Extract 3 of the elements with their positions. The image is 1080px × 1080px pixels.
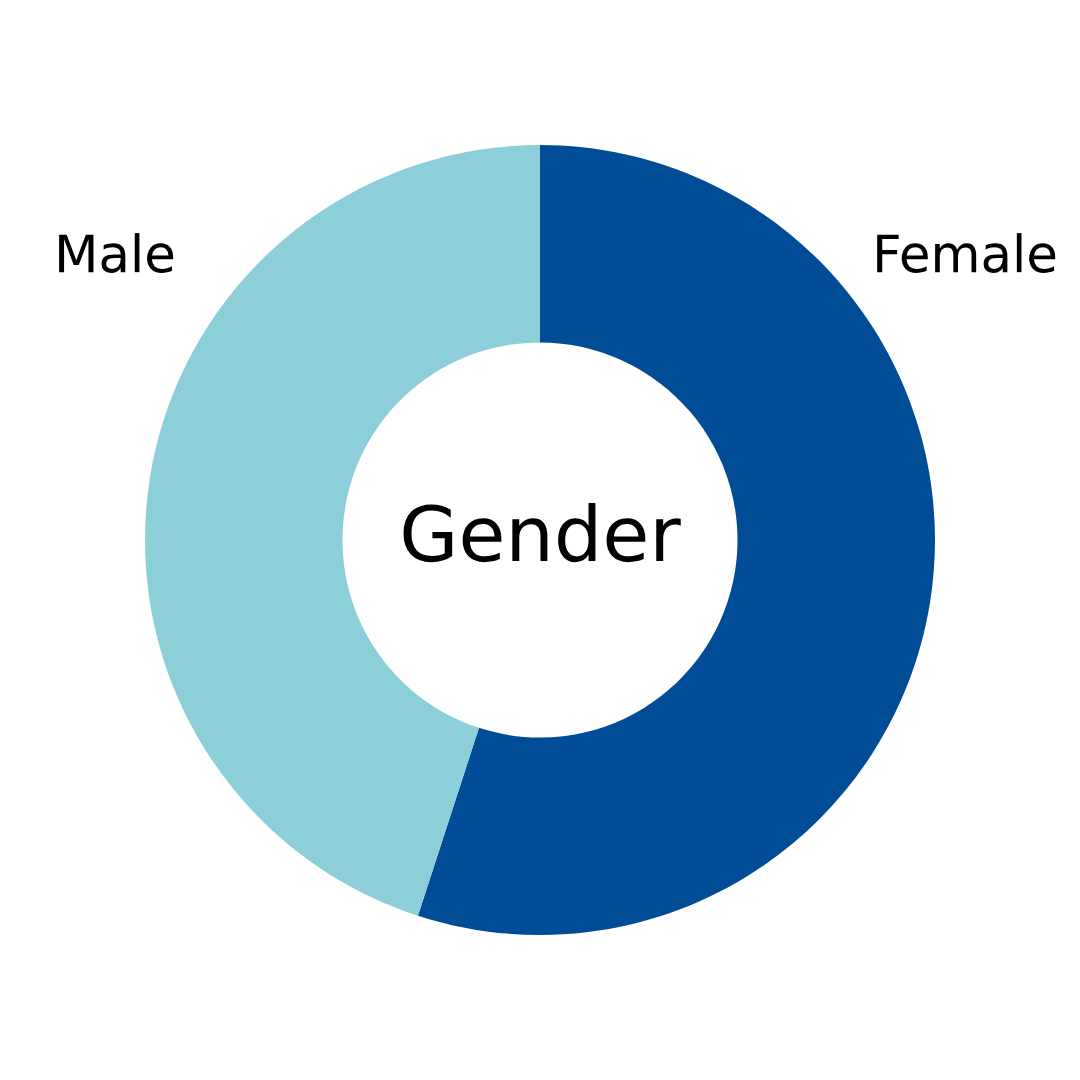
slice-label: Female bbox=[877, 233, 1056, 273]
slice-label: Male bbox=[59, 233, 174, 273]
text: Gender bbox=[403, 503, 681, 563]
